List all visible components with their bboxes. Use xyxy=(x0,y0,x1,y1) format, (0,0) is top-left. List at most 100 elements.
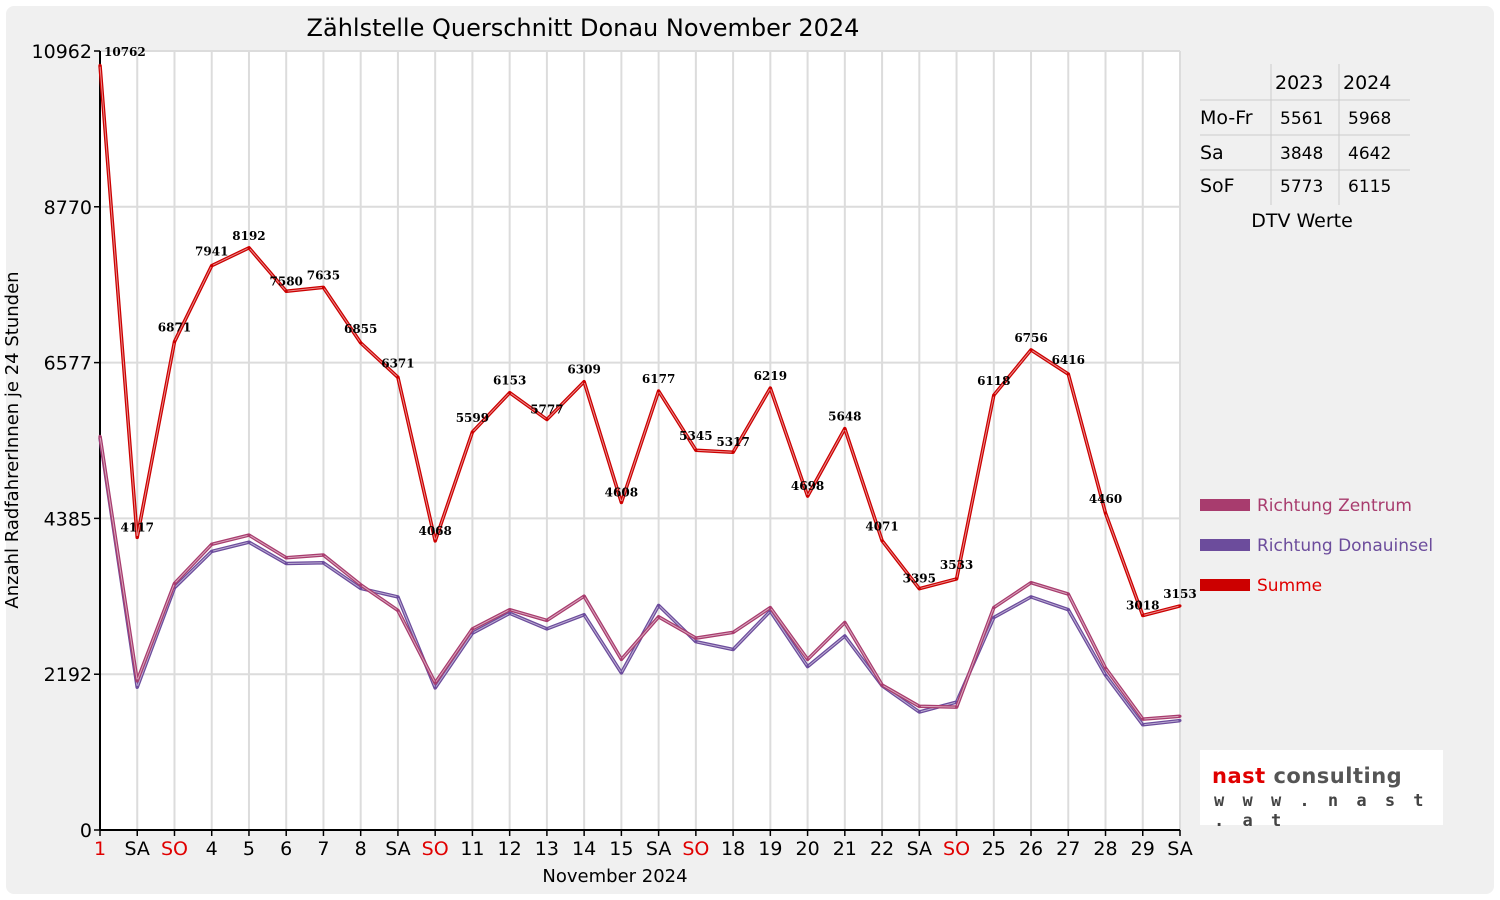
series-highlight-summe xyxy=(99,65,1181,616)
data-point xyxy=(284,562,288,566)
data-point xyxy=(768,606,772,610)
x-tick-label: 4 xyxy=(206,838,218,860)
data-label: 4698 xyxy=(791,479,824,493)
x-tick-label: 27 xyxy=(1056,838,1080,860)
data-point xyxy=(582,380,586,384)
data-point xyxy=(396,595,400,599)
data-point xyxy=(917,587,921,591)
data-label: 4608 xyxy=(605,486,638,500)
data-point xyxy=(1104,511,1108,515)
data-point xyxy=(135,535,139,539)
table-cell: 5968 xyxy=(1348,109,1391,129)
data-point xyxy=(843,427,847,431)
data-point xyxy=(359,341,363,345)
y-tick-label: 0 xyxy=(80,820,92,842)
data-point xyxy=(210,542,214,546)
data-point xyxy=(508,611,512,615)
x-tick-label: 28 xyxy=(1093,838,1117,860)
data-point xyxy=(470,627,474,631)
data-point xyxy=(880,683,884,687)
data-point xyxy=(1178,719,1182,723)
data-label: 5648 xyxy=(828,410,861,424)
table-cell: 5561 xyxy=(1280,109,1323,129)
y-tick-labels: 0 2192 4385 6577 8770 10962 xyxy=(32,41,100,842)
x-tick-label: 22 xyxy=(870,838,894,860)
data-label: 6855 xyxy=(344,322,377,336)
series-lines xyxy=(98,63,1182,727)
data-label: 5777 xyxy=(530,402,563,416)
y-tick-label: 2192 xyxy=(44,664,92,686)
x-tick-label: 19 xyxy=(758,838,782,860)
x-tick-label: 8 xyxy=(355,838,367,860)
plot-area xyxy=(100,51,1180,830)
legend-label-summe: Summe xyxy=(1257,576,1322,596)
data-labels: 10762 4117 6871 7941 8192 7580 7635 6855 6371 406… xyxy=(104,45,1197,613)
data-label: 4117 xyxy=(121,520,154,534)
data-point xyxy=(1066,608,1070,612)
data-point xyxy=(731,450,735,454)
data-label: 7635 xyxy=(307,268,340,282)
data-point xyxy=(731,647,735,651)
data-point xyxy=(247,540,251,544)
x-tick-label: 7 xyxy=(317,838,329,860)
y-tick-label: 6577 xyxy=(44,353,92,375)
grid-lines xyxy=(100,50,1181,830)
data-point xyxy=(657,603,661,607)
table-cell: 4642 xyxy=(1348,144,1391,164)
y-tick-label: 4385 xyxy=(44,508,92,530)
x-tick-label: 18 xyxy=(721,838,745,860)
data-point xyxy=(433,686,437,690)
data-point xyxy=(98,434,102,438)
y-axis-title: Anzahl RadfahrerInnen je 24 Stunden xyxy=(2,271,23,608)
data-point xyxy=(619,671,623,675)
x-tick-label: SO xyxy=(943,838,970,860)
legend-swatch-richtung-donauinsel xyxy=(1200,539,1250,551)
legend-label-richtung-donauinsel: Richtung Donauinsel xyxy=(1257,536,1433,556)
series-highlight-richtung-zentrum xyxy=(99,436,1181,720)
data-point xyxy=(135,679,139,683)
x-tick-label: 15 xyxy=(609,838,633,860)
data-point xyxy=(1104,666,1108,670)
data-point xyxy=(1066,372,1070,376)
data-point xyxy=(1029,348,1033,352)
logo-url: w w w . n a s t . a t xyxy=(1214,791,1428,831)
data-label: 10762 xyxy=(104,45,146,59)
data-point xyxy=(619,501,623,505)
y-tick-label: 8770 xyxy=(44,197,92,219)
table-row-label: SoF xyxy=(1200,175,1235,197)
data-point xyxy=(1141,717,1145,721)
x-tick-label: SO xyxy=(161,838,188,860)
table-header-2023: 2023 xyxy=(1275,72,1323,94)
data-point xyxy=(359,583,363,587)
data-point xyxy=(768,386,772,390)
legend-swatch-richtung-zentrum xyxy=(1200,499,1250,511)
data-label: 6416 xyxy=(1052,353,1085,367)
data-point xyxy=(694,448,698,452)
data-point xyxy=(955,705,959,709)
data-point xyxy=(843,620,847,624)
table-cell: 5773 xyxy=(1280,177,1323,197)
nast-consulting-logo: nast consulting w w w . n a s t . a t xyxy=(1200,750,1443,831)
x-tick-label: 20 xyxy=(795,838,819,860)
data-point xyxy=(992,393,996,397)
data-point xyxy=(172,581,176,585)
data-label: 3533 xyxy=(940,558,973,572)
data-label: 3153 xyxy=(1163,587,1196,601)
x-tick-label: 5 xyxy=(243,838,255,860)
chart-title: Zählstelle Querschnitt Donau November 20… xyxy=(307,14,860,42)
data-point xyxy=(508,608,512,612)
data-point xyxy=(731,630,735,634)
data-point xyxy=(135,685,139,689)
data-label: 6219 xyxy=(754,369,787,383)
data-point xyxy=(917,704,921,708)
data-label: 5317 xyxy=(716,435,749,449)
x-tick-label: 29 xyxy=(1131,838,1155,860)
data-point xyxy=(1178,714,1182,718)
x-tick-label: SA xyxy=(1167,838,1192,860)
data-label: 4460 xyxy=(1089,492,1122,506)
x-tick-label: 12 xyxy=(498,838,522,860)
data-point xyxy=(284,289,288,293)
data-point xyxy=(470,430,474,434)
data-point xyxy=(1141,723,1145,727)
